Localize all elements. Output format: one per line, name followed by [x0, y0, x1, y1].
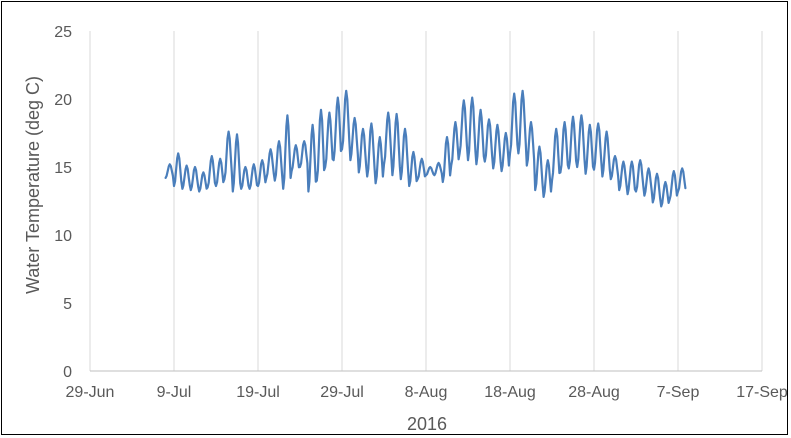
x-tick-label: 28-Aug — [568, 384, 620, 401]
x-tick-label: 9-Jul — [157, 384, 192, 401]
y-axis-title: Water Temperature (deg C) — [23, 76, 43, 294]
x-tick-label: 7-Sep — [657, 384, 700, 401]
y-tick-label: 15 — [54, 160, 72, 177]
y-tick-label: 25 — [54, 24, 72, 41]
y-axis-tick-labels: 0 5 10 15 20 25 — [54, 24, 72, 381]
series-group — [164, 89, 687, 208]
y-tick-label: 10 — [54, 228, 72, 245]
x-axis-tick-labels: 29-Jun 9-Jul 19-Jul 29-Jul 8-Aug 18-Aug 28-Aug… — [66, 384, 788, 401]
x-tick-label: 17-Sep — [736, 384, 788, 401]
x-tick-label: 19-Jul — [236, 384, 280, 401]
series-line — [164, 89, 687, 208]
y-tick-label: 0 — [63, 364, 72, 381]
y-tick-label: 5 — [63, 296, 72, 313]
gridlines — [89, 31, 763, 371]
x-tick-label: 29-Jun — [66, 384, 115, 401]
x-tick-label: 18-Aug — [484, 384, 536, 401]
y-tick-label: 20 — [54, 92, 72, 109]
x-axis-title: 2016 — [407, 414, 447, 434]
x-tick-label: 29-Jul — [320, 384, 364, 401]
x-tick-label: 8-Aug — [405, 384, 448, 401]
